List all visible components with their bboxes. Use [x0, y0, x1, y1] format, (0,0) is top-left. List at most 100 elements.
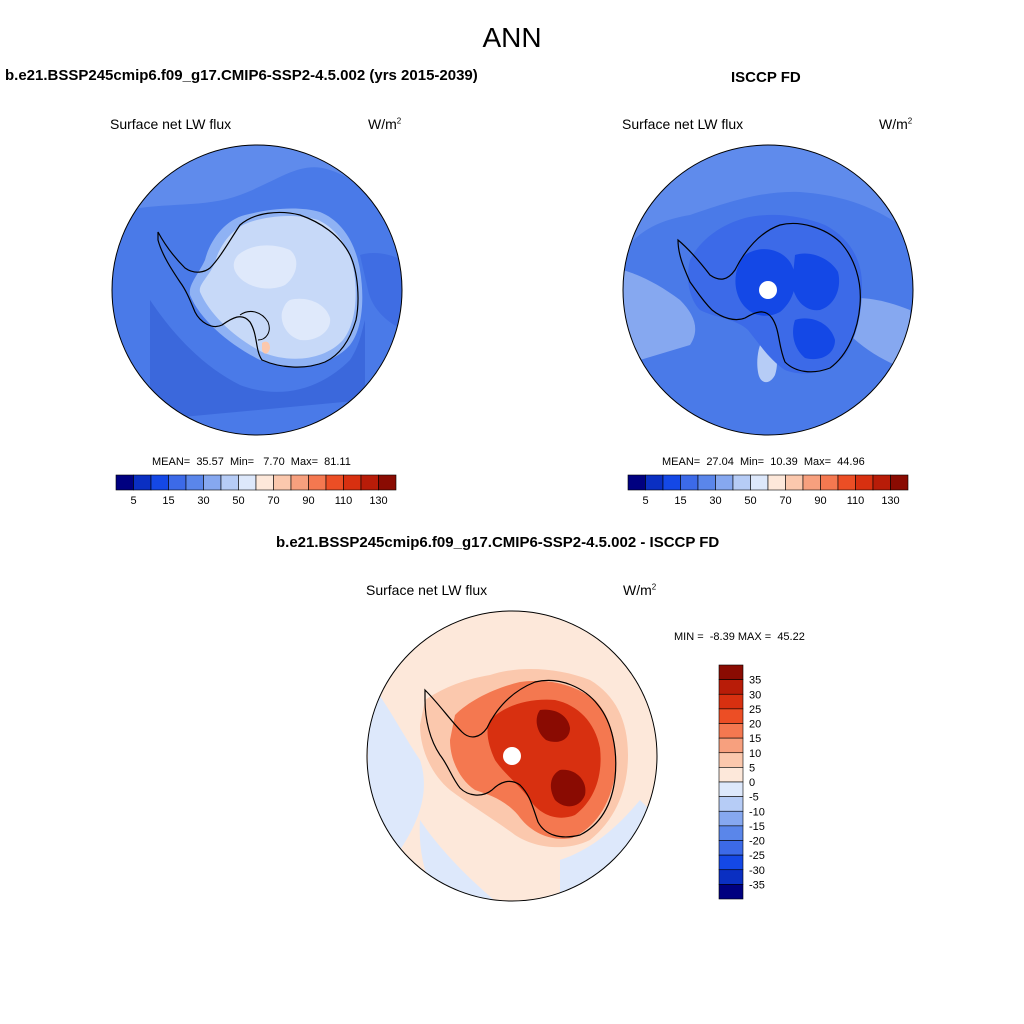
colorbar-3-tick-label: -20 [749, 836, 765, 848]
map3-pole-hole [503, 747, 521, 765]
panel3-stats: MIN = -8.39 MAX = 45.22 [674, 631, 805, 643]
colorbar-2-swatch [715, 474, 734, 491]
colorbar-3-swatch [718, 679, 744, 695]
colorbar-3: 35 30 25 20 15 10 5 0 -5 -10 -15 -20 -25 -30 -35 [718, 664, 765, 900]
colorbar-3-swatch [718, 854, 744, 871]
colorbar-1-swatch [290, 474, 309, 491]
panel1-units: W/m2 [368, 116, 402, 132]
colorbar-1: 5 15 30 50 70 90 110 130 [115, 474, 397, 507]
colorbar-2-swatch [767, 474, 786, 491]
map1-ice-interior-b [281, 298, 331, 341]
colorbar-3-tick-label: 25 [749, 704, 761, 716]
colorbar-1-swatch [185, 474, 204, 491]
map1-ross-shelf-line [239, 311, 270, 341]
colorbar-2-tick-label: 5 [642, 495, 648, 507]
colorbar-1-swatch [255, 474, 274, 491]
map3 [367, 611, 657, 901]
colorbar-2-swatch [785, 474, 804, 491]
panel2-stats: MEAN= 27.04 Min= 10.39 Max= 44.96 [662, 456, 865, 468]
colorbar-2-tick-label: 90 [814, 495, 826, 507]
colorbar-3-tick-label: -25 [749, 850, 765, 862]
panel1-stats: MEAN= 35.57 Min= 7.70 Max= 81.11 [152, 456, 351, 468]
colorbar-1-swatch [378, 474, 397, 491]
map1 [112, 145, 402, 435]
map2-ocean-west [623, 270, 696, 360]
colorbar-2-swatch [645, 474, 664, 491]
colorbar-2-swatch [732, 474, 751, 491]
panel1-title: b.e21.BSSP245cmip6.f09_g17.CMIP6-SSP2-4.… [5, 67, 478, 84]
colorbar-2-swatch [697, 474, 716, 491]
colorbar-1-swatch [220, 474, 239, 491]
colorbar-1-tick-label: 15 [162, 495, 174, 507]
colorbar-2-swatch [750, 474, 769, 491]
colorbar-2-swatch [820, 474, 839, 491]
colorbar-1-swatch [168, 474, 187, 491]
colorbar-3-swatch [718, 723, 744, 739]
colorbar-3-swatch [718, 664, 744, 680]
colorbar-1-swatch [325, 474, 344, 491]
colorbar-3-swatch [718, 693, 744, 710]
colorbar-1-swatch [133, 474, 152, 491]
colorbar-2-tick-label: 30 [709, 495, 721, 507]
colorbar-3-swatch [718, 767, 744, 783]
colorbar-2-tick-label: 15 [674, 495, 686, 507]
panel3-variable: Surface net LW flux [366, 582, 488, 598]
colorbar-3-tick-label: -5 [749, 792, 759, 804]
colorbar-3-swatch [718, 884, 744, 900]
map2-coastline [677, 222, 861, 373]
map1-ice-interior-a [233, 245, 297, 289]
colorbar-1-swatch [343, 474, 362, 491]
panel1-variable: Surface net LW flux [110, 116, 232, 132]
colorbar-2-tick-label: 50 [744, 495, 756, 507]
colorbar-3-tick-label: 15 [749, 733, 761, 745]
colorbar-3-swatch [718, 796, 744, 812]
map2-border [622, 144, 914, 436]
colorbar-2-swatch [627, 474, 646, 491]
colorbar-1-tick-label: 110 [335, 495, 353, 507]
colorbar-2-swatch [855, 474, 874, 491]
colorbar-3-tick-label: -10 [749, 806, 765, 818]
colorbar-2-tick-label: 130 [881, 495, 899, 507]
colorbar-1-swatch [360, 474, 379, 491]
panel3-units: W/m2 [623, 582, 657, 598]
colorbar-2-tick-label: 110 [847, 495, 865, 507]
colorbar-3-tick-label: -15 [749, 821, 765, 833]
colorbar-1-tick-label: 90 [302, 495, 314, 507]
panel3-title: b.e21.BSSP245cmip6.f09_g17.CMIP6-SSP2-4.… [276, 534, 720, 551]
main-title: ANN [482, 22, 542, 53]
map3-ice-max-a [536, 709, 570, 742]
colorbar-2-swatch [872, 474, 891, 491]
map2-pole-hole [759, 281, 777, 299]
colorbar-3-swatch [718, 737, 744, 754]
colorbar-1-swatch [115, 474, 134, 491]
colorbar-1-tick-label: 50 [232, 495, 244, 507]
map2 [623, 145, 913, 435]
map2-ice-core-c [793, 318, 835, 360]
colorbar-3-tick-label: 20 [749, 719, 761, 731]
colorbar-1-swatch [238, 474, 257, 491]
map1-coastline [157, 211, 359, 368]
colorbar-3-tick-label: 30 [749, 689, 761, 701]
panel2-variable: Surface net LW flux [622, 116, 744, 132]
colorbar-3-swatch [718, 708, 744, 724]
colorbar-2-swatch [802, 474, 821, 491]
map1-warm-spot [262, 341, 270, 354]
colorbar-1-tick-label: 130 [369, 495, 387, 507]
colorbar-3-tick-label: 5 [749, 762, 755, 774]
panel2-units: W/m2 [879, 116, 913, 132]
colorbar-1-tick-label: 70 [267, 495, 279, 507]
colorbar-1-swatch [273, 474, 292, 491]
colorbar-1-tick-label: 30 [197, 495, 209, 507]
colorbar-2-swatch [890, 474, 909, 491]
colorbar-3-swatch [718, 752, 744, 768]
colorbar-3-swatch [718, 840, 744, 856]
colorbar-3-swatch [718, 869, 744, 885]
panel2-title: ISCCP FD [731, 69, 801, 86]
map3-border [366, 610, 658, 902]
map1-ocean-east [360, 253, 402, 330]
colorbar-3-tick-label: 35 [749, 675, 761, 687]
colorbar-2: 5 15 30 50 70 90 110 130 [627, 474, 909, 507]
map2-ocean-light-north [625, 145, 910, 250]
map1-ocean-south [150, 300, 365, 420]
